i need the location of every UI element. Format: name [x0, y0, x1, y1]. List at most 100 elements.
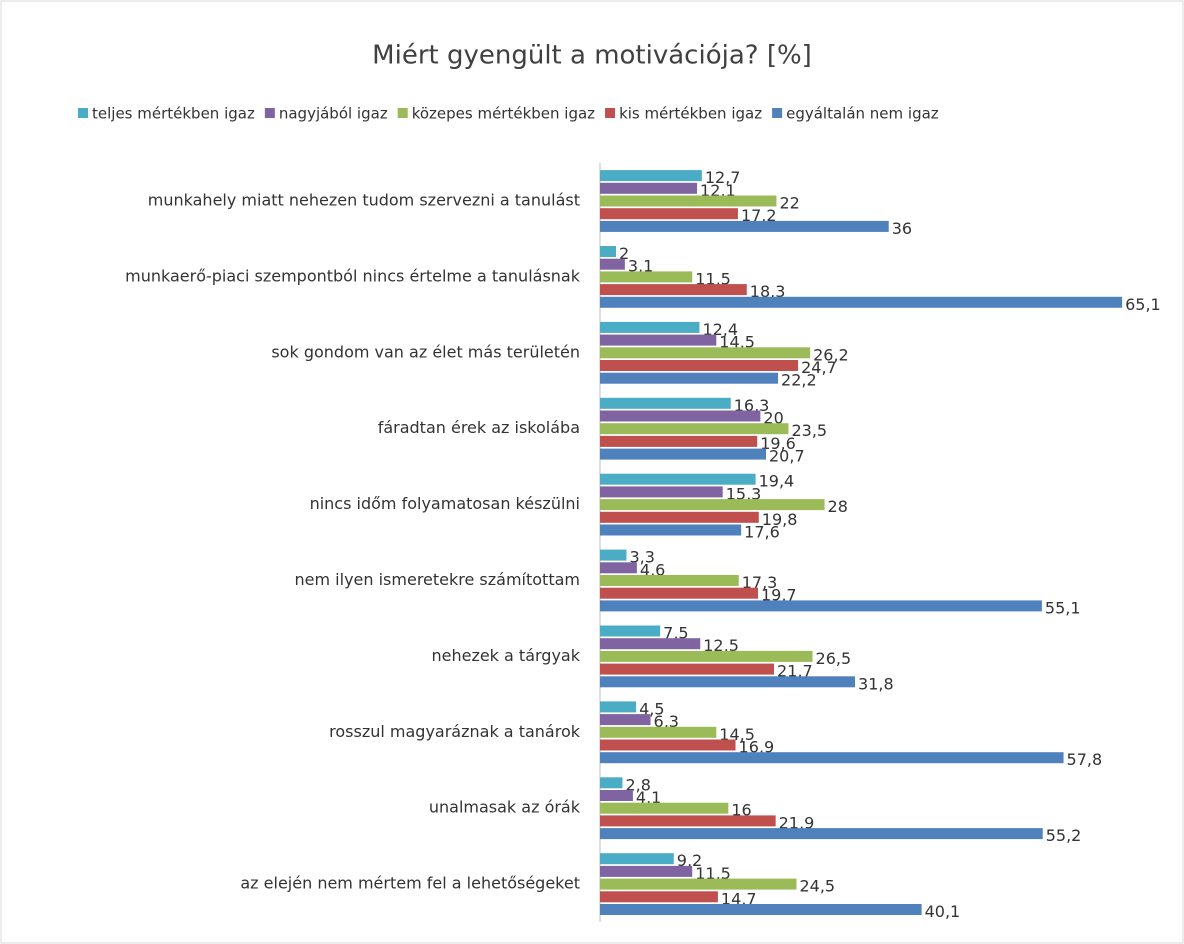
- legend-swatch: [772, 108, 783, 118]
- data-label: 16,3: [734, 396, 770, 415]
- bar: [600, 486, 723, 498]
- legend-swatch: [78, 108, 88, 118]
- data-label: 55,1: [1045, 598, 1081, 617]
- bar: [600, 397, 731, 409]
- data-label: 2: [619, 244, 629, 263]
- data-label: 28: [828, 497, 848, 516]
- bar: [600, 676, 856, 688]
- bar: [600, 360, 799, 371]
- bar: [600, 524, 742, 536]
- bar: [600, 246, 617, 257]
- data-label: 11,5: [695, 269, 731, 288]
- bar: [600, 170, 702, 182]
- bar: [600, 752, 1064, 764]
- bar: [600, 208, 738, 220]
- bar: [600, 258, 625, 270]
- data-label: 9,2: [677, 851, 702, 870]
- legend-label: nagyjából igaz: [279, 105, 388, 123]
- data-label: 15,3: [726, 484, 762, 503]
- bar: [600, 410, 761, 422]
- data-label: 11,5: [695, 864, 731, 883]
- bar: [600, 334, 717, 346]
- bar: [600, 638, 701, 650]
- data-label: 16: [731, 801, 751, 820]
- bar: [600, 904, 922, 915]
- bar: [600, 878, 797, 890]
- data-label: 23,5: [791, 421, 827, 440]
- data-label: 2,8: [625, 775, 650, 794]
- bar: [600, 802, 729, 814]
- data-label: 12,7: [705, 168, 741, 187]
- legend-swatch: [397, 108, 408, 118]
- bar: [600, 435, 758, 447]
- data-label: 21,9: [779, 813, 815, 832]
- data-label: 12,4: [702, 320, 738, 339]
- legend-label: közepes mértékben igaz: [412, 105, 595, 123]
- bar: [600, 562, 637, 574]
- bar: [600, 372, 779, 384]
- data-label: 7,5: [663, 624, 688, 643]
- data-label: 20,7: [769, 447, 805, 466]
- data-label: 19,6: [760, 434, 796, 453]
- data-label: 19,4: [759, 472, 795, 491]
- data-label: 24,5: [799, 877, 835, 896]
- data-label: 14,5: [719, 725, 755, 744]
- bar: [600, 271, 693, 283]
- data-label: 14,5: [719, 333, 755, 352]
- data-label: 20: [763, 409, 783, 428]
- bar: [600, 499, 825, 511]
- bar: [600, 815, 776, 827]
- data-label: 17,2: [741, 206, 777, 225]
- legend-swatch: [264, 108, 275, 118]
- category-label: nincs időm folyamatosan készülni: [310, 494, 580, 513]
- data-label: 22: [779, 194, 799, 213]
- data-label: 16,9: [739, 738, 775, 757]
- data-label: 4,6: [640, 560, 665, 579]
- data-label: 40,1: [925, 902, 961, 921]
- data-label: 26,5: [816, 649, 852, 668]
- bar: [600, 284, 747, 296]
- data-label: 21,7: [777, 662, 813, 681]
- chart-title: Miért gyengült a motivációja? [%]: [372, 41, 812, 71]
- data-label: 31,8: [858, 674, 894, 693]
- data-label: 22,2: [781, 371, 817, 390]
- data-label: 17,6: [744, 523, 780, 542]
- data-label: 24,7: [801, 358, 837, 377]
- category-label: munkahely miatt nehezen tudom szervezni …: [148, 191, 580, 210]
- bar: [600, 739, 736, 751]
- bar: [600, 511, 759, 523]
- bar: [600, 625, 661, 637]
- bar: [600, 347, 811, 359]
- bar: [600, 891, 718, 903]
- data-label: 3,3: [629, 548, 654, 567]
- legend-label: egyáltalán nem igaz: [786, 105, 939, 123]
- data-label: 3,1: [628, 257, 653, 276]
- bar: [600, 220, 889, 232]
- data-label: 12,1: [700, 181, 736, 200]
- bar: [600, 473, 756, 485]
- category-label: az elején nem mértem fel a lehetőségeket: [240, 874, 580, 893]
- data-label: 6,3: [654, 712, 679, 731]
- data-label: 36: [892, 219, 912, 238]
- bar: [600, 423, 789, 435]
- bar: [600, 650, 813, 662]
- bar: [600, 448, 767, 460]
- category-label: fáradtan érek az iskolába: [378, 418, 580, 437]
- bar: [600, 701, 637, 713]
- bar: [600, 865, 693, 877]
- bar: [600, 549, 627, 561]
- bar: [600, 777, 623, 789]
- data-label: 12,5: [703, 636, 739, 655]
- category-label: unalmasak az órák: [429, 798, 581, 817]
- data-label: 57,8: [1067, 750, 1103, 769]
- category-label: nem ilyen ismeretekre számítottam: [295, 570, 580, 589]
- bar: [600, 663, 775, 675]
- bar: [600, 714, 651, 726]
- category-label: munkaerő-piaci szempontból nincs értelme…: [125, 266, 581, 285]
- bar: [600, 600, 1042, 612]
- bar: [600, 195, 777, 207]
- bar: [600, 321, 700, 333]
- bar: [600, 296, 1123, 308]
